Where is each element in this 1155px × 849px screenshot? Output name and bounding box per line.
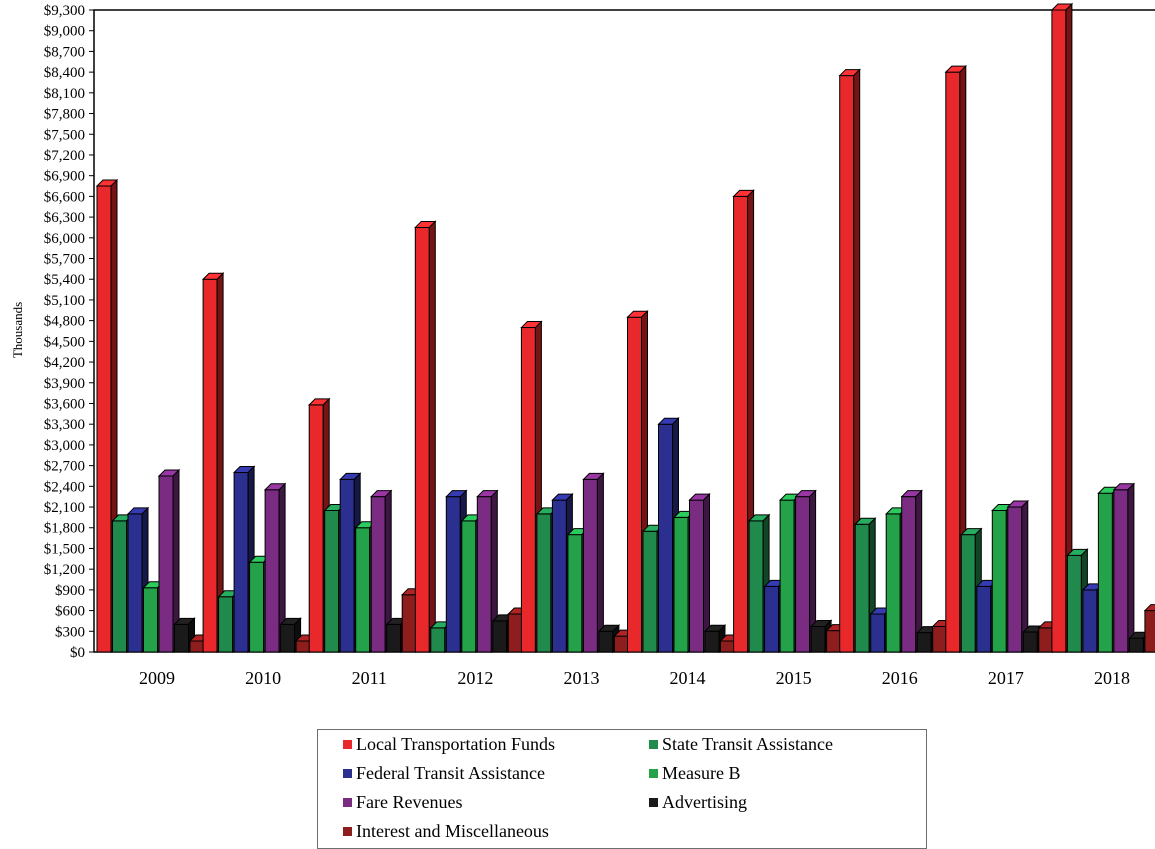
legend-item: Advertising bbox=[649, 792, 747, 812]
y-tick-label: $5,700 bbox=[44, 252, 85, 268]
bar-2018-0 bbox=[1050, 2, 1074, 654]
legend-label: Federal Transit Assistance bbox=[356, 763, 545, 783]
bar-2013-4 bbox=[582, 472, 605, 654]
y-tick-label: $4,500 bbox=[44, 334, 85, 350]
y-tick-label: $6,300 bbox=[44, 210, 85, 226]
y-tick-label: $1,500 bbox=[44, 541, 85, 557]
legend-item: Fare Revenues bbox=[343, 792, 462, 812]
bar-2009-5 bbox=[173, 617, 196, 654]
x-axis: 2009 2010 2011 2012 2013 2014 2015 2016 2017 2018 bbox=[139, 668, 1130, 688]
x-tick-label-2016: 2016 bbox=[882, 668, 918, 688]
legend: Local Transportation Funds State Transit … bbox=[317, 729, 927, 849]
x-tick-label-2009: 2009 bbox=[139, 668, 175, 688]
legend-label: Local Transportation Funds bbox=[356, 734, 556, 754]
y-tick-label: $2,400 bbox=[44, 479, 85, 495]
y-tick-label: $2,700 bbox=[44, 459, 85, 475]
y-tick-label: $600 bbox=[55, 604, 85, 620]
bar-2011-4 bbox=[369, 489, 393, 654]
x-tick-label-2011: 2011 bbox=[352, 668, 387, 688]
x-tick-label-2012: 2012 bbox=[457, 668, 493, 688]
legend-label: State Transit Assistance bbox=[662, 734, 834, 754]
x-tick-label-2015: 2015 bbox=[776, 668, 812, 688]
y-tick-label: $7,800 bbox=[44, 107, 85, 123]
bar-2016-0 bbox=[838, 68, 861, 654]
y-tick-label: $4,200 bbox=[44, 355, 85, 371]
y-tick-label: $9,300 bbox=[44, 3, 85, 19]
chart: $0 $300 $600 $900 $1,200 $1,500 $1,800 $2,100 $2… bbox=[10, 2, 1155, 688]
y-tick-label: $2,100 bbox=[44, 500, 85, 516]
legend-label: Interest and Miscellaneous bbox=[356, 821, 549, 841]
y-tick-label: $1,200 bbox=[44, 562, 85, 578]
bar-2010-4 bbox=[263, 482, 287, 654]
legend-swatch bbox=[649, 769, 658, 778]
y-tick-label: $4,800 bbox=[44, 314, 85, 330]
legend-swatch bbox=[343, 769, 352, 778]
y-tick-label: $8,700 bbox=[44, 44, 85, 60]
legend-label: Measure B bbox=[662, 763, 741, 783]
y-tick-label: $3,600 bbox=[44, 396, 85, 412]
y-tick-label: $7,200 bbox=[44, 148, 85, 164]
y-tick-label: $5,100 bbox=[44, 293, 85, 309]
bar-2014-5 bbox=[703, 624, 727, 654]
y-tick-label: $6,600 bbox=[44, 189, 85, 205]
legend-swatch bbox=[343, 827, 352, 836]
y-tick-label: $5,400 bbox=[44, 272, 85, 288]
bar-2009-2 bbox=[126, 506, 150, 654]
x-tick-label-2010: 2010 bbox=[245, 668, 281, 688]
y-tick-label: $300 bbox=[55, 624, 85, 640]
bars bbox=[95, 2, 1155, 654]
bar-2018-6 bbox=[1143, 604, 1155, 653]
y-axis-title: Thousands bbox=[10, 302, 25, 358]
x-tick-label-2018: 2018 bbox=[1094, 668, 1130, 688]
y-tick-label: $9,000 bbox=[44, 24, 85, 40]
bar-2014-4 bbox=[688, 492, 711, 654]
y-tick-label: $8,400 bbox=[44, 65, 85, 81]
bar-2016-4 bbox=[900, 489, 923, 654]
legend-label: Advertising bbox=[662, 792, 747, 812]
y-tick-label: $1,800 bbox=[44, 521, 85, 537]
x-tick-label-2014: 2014 bbox=[670, 668, 706, 688]
legend-item: Federal Transit Assistance bbox=[343, 763, 545, 783]
legend-label: Fare Revenues bbox=[356, 792, 463, 812]
y-tick-label: $6,000 bbox=[44, 231, 85, 247]
y-tick-label: $0 bbox=[70, 645, 85, 661]
y-tick-label: $900 bbox=[55, 583, 85, 599]
x-tick-label-2013: 2013 bbox=[563, 668, 599, 688]
x-tick-label-2017: 2017 bbox=[988, 668, 1024, 688]
legend-item: Interest and Miscellaneous bbox=[343, 821, 549, 841]
bar-2018-4 bbox=[1112, 482, 1136, 654]
legend-swatch bbox=[343, 740, 352, 749]
legend-swatch bbox=[649, 740, 658, 749]
legend-item: Measure B bbox=[649, 763, 740, 783]
y-tick-label: $7,500 bbox=[44, 127, 85, 143]
bar-2017-4 bbox=[1006, 499, 1030, 654]
legend-item: State Transit Assistance bbox=[649, 734, 833, 754]
bar-2009-4 bbox=[157, 468, 181, 654]
y-tick-label: $3,300 bbox=[44, 417, 85, 433]
bar-2012-4 bbox=[476, 489, 499, 654]
y-tick-label: $6,900 bbox=[44, 169, 85, 185]
legend-swatch bbox=[343, 798, 352, 807]
y-tick-label: $3,000 bbox=[44, 438, 85, 454]
legend-item: Local Transportation Funds bbox=[343, 734, 555, 754]
y-tick-label: $8,100 bbox=[44, 86, 85, 102]
legend-swatch bbox=[649, 798, 658, 807]
y-axis: $0 $300 $600 $900 $1,200 $1,500 $1,800 $2,100 $2… bbox=[44, 3, 94, 661]
y-tick-label: $3,900 bbox=[44, 376, 85, 392]
bar-2017-0 bbox=[944, 64, 968, 654]
bar-2012-0 bbox=[414, 220, 437, 654]
